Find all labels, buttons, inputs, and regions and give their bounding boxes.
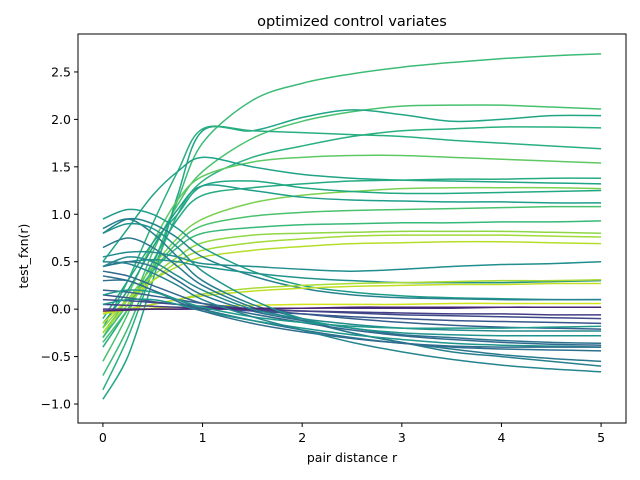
y-tick-label: 1.5	[51, 159, 71, 174]
series-line-10	[102, 180, 602, 320]
series-line-19	[102, 250, 602, 272]
series-line-13	[102, 220, 602, 339]
series-line-33	[102, 306, 602, 312]
x-axis-ticks: 0 1 2 3 4 5	[99, 423, 605, 445]
series-line-7	[102, 156, 602, 263]
x-tick-label: 5	[597, 430, 605, 445]
series-line-16	[102, 240, 602, 324]
y-tick-label: 0.5	[51, 254, 71, 269]
series-layer	[102, 53, 602, 400]
series-line-23	[102, 302, 602, 313]
y-tick-label: −0.5	[41, 349, 71, 364]
y-tick-label: 1.0	[51, 207, 71, 222]
y-tick-label: 2.5	[51, 64, 71, 79]
y-tick-label: −1.0	[41, 397, 71, 412]
x-tick-label: 4	[497, 430, 505, 445]
x-tick-label: 3	[398, 430, 406, 445]
series-line-20	[102, 259, 602, 284]
series-line-40	[102, 260, 602, 373]
x-tick-label: 0	[99, 430, 107, 445]
x-tick-label: 1	[199, 430, 207, 445]
y-tick-label: 2.0	[51, 112, 71, 127]
series-line-36	[102, 275, 602, 348]
series-line-39	[102, 289, 602, 330]
series-line-31	[102, 303, 602, 316]
x-tick-label: 2	[298, 430, 306, 445]
y-axis-label: test_fxn(r)	[16, 224, 31, 289]
series-line-35	[102, 298, 602, 348]
y-tick-label: 0.0	[51, 302, 71, 317]
chart-title: optimized control variates	[257, 14, 447, 30]
y-axis-ticks: −1.0 −0.5 0.0 0.5 1.0 1.5 2.0 2.5	[41, 64, 78, 412]
series-line-26	[102, 260, 602, 345]
series-line-29	[102, 294, 602, 325]
series-line-14	[102, 230, 602, 329]
series-line-22	[102, 282, 602, 315]
series-line-38	[102, 256, 602, 332]
axes-frame	[77, 33, 627, 424]
x-axis-label: pair distance r	[307, 450, 398, 465]
